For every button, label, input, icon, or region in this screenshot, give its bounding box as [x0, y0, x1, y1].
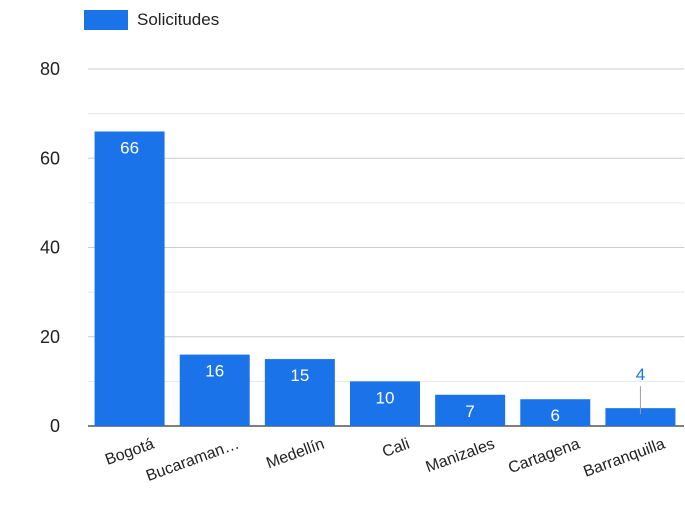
- y-tick-label: 80: [40, 59, 60, 79]
- data-label: 7: [465, 402, 474, 421]
- data-label: 4: [636, 365, 645, 384]
- data-label: 66: [120, 138, 139, 157]
- legend-swatch: [84, 10, 128, 30]
- data-label: 10: [376, 388, 395, 407]
- x-tick-label: Bogotá: [103, 436, 157, 469]
- data-label: 6: [551, 406, 560, 425]
- x-tick-label: Medellín: [264, 436, 327, 473]
- bar: [605, 408, 676, 426]
- bar: [520, 399, 591, 426]
- y-tick-label: 60: [40, 148, 60, 168]
- data-label: 16: [205, 362, 224, 381]
- bar: [264, 359, 335, 426]
- bar: [435, 394, 506, 426]
- x-tick-label: Bucaraman…: [144, 436, 242, 485]
- x-tick-label: Manizales: [424, 436, 498, 477]
- y-tick-label: 40: [40, 238, 60, 258]
- bar: [179, 354, 250, 426]
- x-tick-label: Barranquilla: [581, 436, 667, 481]
- x-tick-label: Cartagena: [506, 436, 582, 478]
- y-tick-label: 20: [40, 327, 60, 347]
- bar: [350, 381, 420, 426]
- y-tick-label: 0: [50, 416, 60, 436]
- bar: [94, 131, 165, 426]
- legend: Solicitudes: [84, 10, 219, 30]
- data-label: 15: [290, 366, 309, 385]
- legend-label: Solicitudes: [137, 10, 220, 29]
- x-tick-label: Cali: [380, 436, 412, 461]
